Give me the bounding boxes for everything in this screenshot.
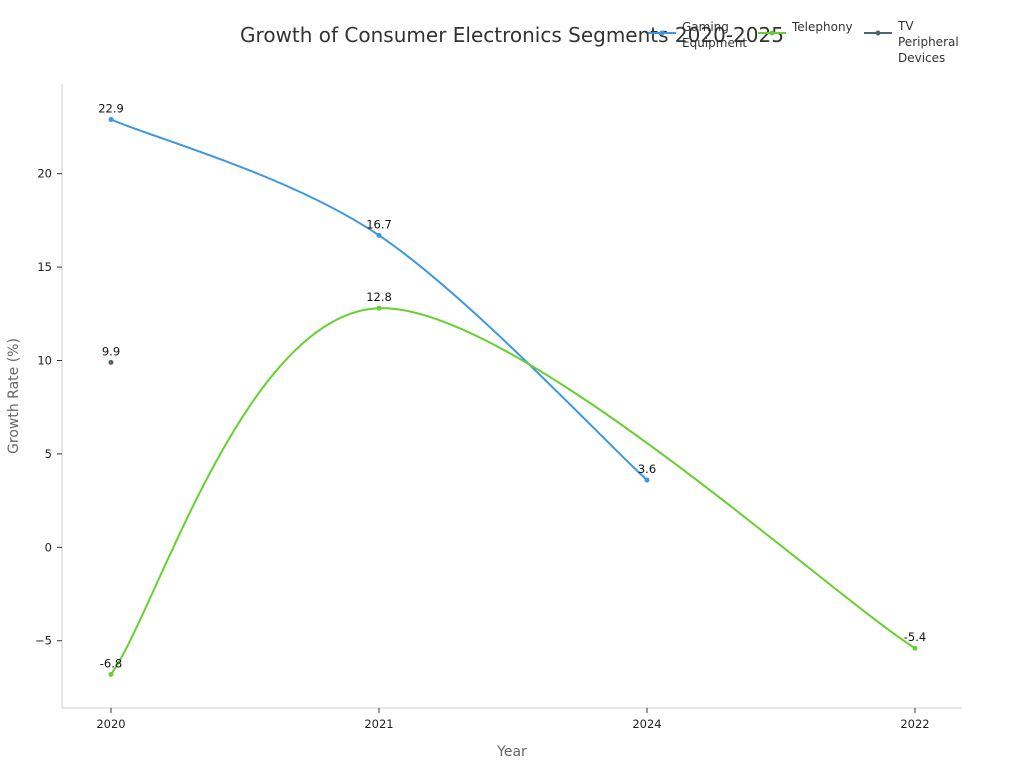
legend-item-gaming[interactable]: Gaming Equipment (648, 20, 747, 50)
chart-title: Growth of Consumer Electronics Segments … (240, 23, 784, 47)
data-label-gaming: 22.9 (98, 101, 124, 115)
legend-label: Equipment (682, 36, 747, 50)
legend-item-telephony[interactable]: Telephony (758, 20, 853, 36)
data-labels-layer: 22.9 16.7 3.6 -6.8 12.8 -5.4 9.9 (98, 101, 926, 670)
data-point-telephony (912, 645, 918, 651)
y-tick-label: 5 (45, 447, 52, 461)
data-point-tv (108, 359, 114, 365)
data-label-tv: 9.9 (102, 344, 120, 358)
data-point-telephony (376, 305, 382, 311)
data-label-telephony: -5.4 (904, 630, 926, 644)
series-layer (108, 116, 918, 677)
data-point-gaming (644, 477, 650, 483)
legend-marker (769, 30, 775, 36)
y-tick-label: 0 (45, 540, 52, 554)
legend-item-tv[interactable]: TV Peripheral Devices (864, 19, 959, 65)
x-axis-ticks: 2020 2021 2024 2022 (96, 708, 930, 731)
legend: Gaming Equipment Telephony TV Peripheral Devi… (648, 19, 959, 65)
y-axis-ticks: 20 15 10 5 0 −5 (35, 167, 62, 648)
y-axis-title: Growth Rate (%) (6, 338, 22, 454)
y-tick-label: 10 (37, 354, 52, 368)
series-line-telephony (110, 307, 916, 675)
data-label-gaming: 16.7 (366, 217, 392, 231)
y-tick-label: 20 (37, 167, 52, 181)
data-label-telephony: 12.8 (366, 290, 392, 304)
x-axis-title: Year (496, 744, 527, 760)
legend-label: Devices (898, 51, 945, 65)
legend-marker (659, 30, 665, 36)
data-label-telephony: -6.8 (100, 656, 122, 670)
data-point-gaming (376, 232, 382, 238)
x-tick-label: 2024 (632, 717, 661, 731)
data-point-telephony (108, 671, 114, 677)
x-tick-label: 2021 (364, 717, 393, 731)
legend-label: Gaming (682, 20, 729, 34)
legend-marker (875, 30, 881, 36)
legend-label: TV (897, 19, 914, 33)
x-tick-label: 2020 (96, 717, 125, 731)
x-tick-label: 2022 (900, 717, 929, 731)
y-tick-label: 15 (37, 260, 52, 274)
legend-label: Peripheral (898, 35, 959, 49)
data-point-gaming (108, 116, 114, 122)
legend-label: Telephony (791, 20, 853, 34)
y-tick-label: −5 (35, 634, 52, 648)
data-label-gaming: 3.6 (638, 462, 656, 476)
